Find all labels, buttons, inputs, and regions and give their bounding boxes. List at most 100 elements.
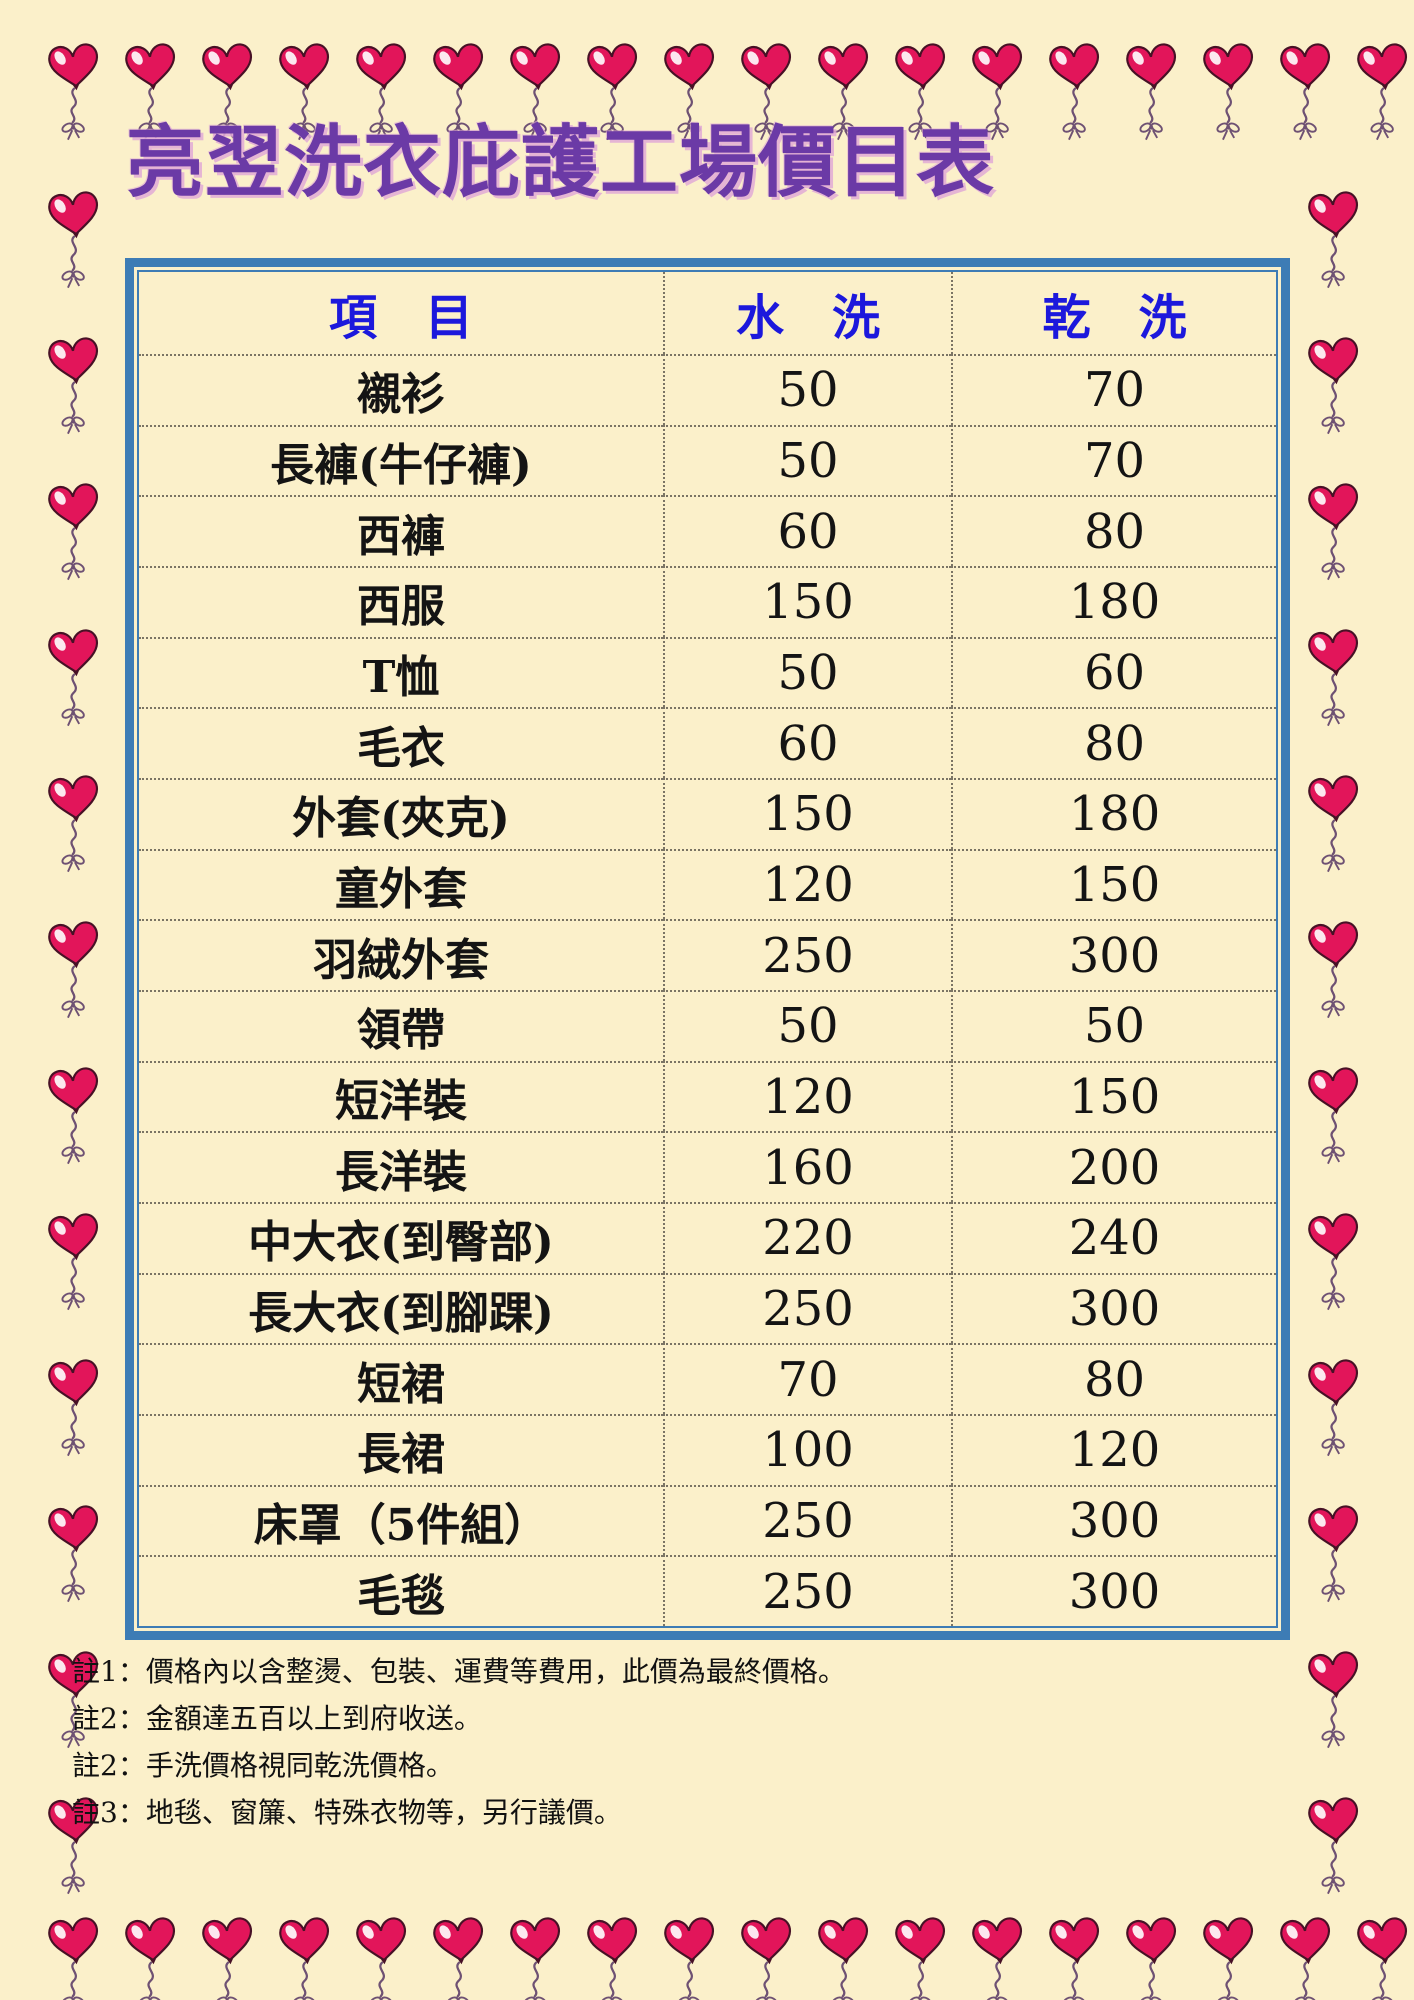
heart-balloon-icon [48, 1504, 100, 1606]
note-line: 註2：手洗價格視同乾洗價格。 [72, 1742, 846, 1789]
item-cell: 西褲 [139, 495, 663, 566]
dry-price-cell: 180 [951, 778, 1276, 849]
dry-price-cell: 50 [951, 990, 1276, 1061]
price-table: 項 目 水 洗 乾 洗 襯衫 50 70 長褲(牛仔褲) 50 70 西褲 60… [139, 272, 1276, 1626]
dry-price-cell: 200 [951, 1131, 1276, 1202]
wash-price-cell: 70 [663, 1343, 951, 1414]
dry-price-cell: 300 [951, 1485, 1276, 1556]
dry-price-cell: 60 [951, 637, 1276, 708]
heart-balloon-icon [818, 1916, 870, 2000]
heart-balloon-icon [48, 336, 100, 438]
heart-balloon-icon [510, 1916, 562, 2000]
dry-price-cell: 80 [951, 1343, 1276, 1414]
heart-balloon-icon [1280, 1916, 1332, 2000]
heart-balloon-icon [433, 1916, 485, 2000]
heart-balloon-icon [48, 1212, 100, 1314]
heart-balloon-icon [48, 190, 100, 292]
heart-balloon-icon [202, 1916, 254, 2000]
heart-balloon-icon [48, 920, 100, 1022]
note-line: 註2：金額達五百以上到府收送。 [72, 1695, 846, 1742]
item-cell: 羽絨外套 [139, 919, 663, 990]
heart-balloon-icon [1308, 1212, 1360, 1314]
heart-balloon-icon [1357, 1916, 1409, 2000]
dry-price-cell: 300 [951, 1273, 1276, 1344]
price-table-inner-frame: 項 目 水 洗 乾 洗 襯衫 50 70 長褲(牛仔褲) 50 70 西褲 60… [137, 270, 1278, 1628]
page-title: 亮翌洗衣庇護工場價目表 [126, 100, 995, 212]
heart-balloon-icon [1308, 482, 1360, 584]
item-cell: 毛衣 [139, 707, 663, 778]
heart-balloon-icon [1308, 1504, 1360, 1606]
item-cell: 短裙 [139, 1343, 663, 1414]
wash-price-cell: 220 [663, 1202, 951, 1273]
wash-price-cell: 160 [663, 1131, 951, 1202]
dry-price-cell: 180 [951, 566, 1276, 637]
note-line: 註1：價格內以含整燙、包裝、運費等費用，此價為最終價格。 [72, 1648, 846, 1695]
wash-price-cell: 250 [663, 919, 951, 990]
wash-price-cell: 250 [663, 1273, 951, 1344]
heart-balloon-icon [48, 774, 100, 876]
heart-balloon-icon [1049, 1916, 1101, 2000]
heart-balloon-icon [48, 42, 100, 144]
wash-price-cell: 150 [663, 778, 951, 849]
heart-balloon-icon [895, 1916, 947, 2000]
heart-balloon-icon [1308, 774, 1360, 876]
heart-balloon-icon [1308, 336, 1360, 438]
dry-price-cell: 150 [951, 1061, 1276, 1132]
heart-balloon-icon [1308, 1796, 1360, 1898]
note-line: 註3：地毯、窗簾、特殊衣物等，另行議價。 [72, 1789, 846, 1836]
wash-price-cell: 50 [663, 354, 951, 425]
item-cell: 長褲(牛仔褲) [139, 425, 663, 496]
dry-price-cell: 70 [951, 354, 1276, 425]
heart-balloon-icon [1126, 42, 1178, 144]
column-header-wash: 水 洗 [663, 272, 951, 354]
dry-price-cell: 150 [951, 849, 1276, 920]
item-cell: 毛毯 [139, 1555, 663, 1626]
heart-balloon-icon [1203, 42, 1255, 144]
heart-balloon-icon [1357, 42, 1409, 144]
heart-balloon-icon [664, 1916, 716, 2000]
wash-price-cell: 50 [663, 990, 951, 1061]
item-cell: 長大衣(到腳踝) [139, 1273, 663, 1344]
column-header-dry: 乾 洗 [951, 272, 1276, 354]
wash-price-cell: 120 [663, 849, 951, 920]
item-cell: 童外套 [139, 849, 663, 920]
heart-balloon-icon [1203, 1916, 1255, 2000]
price-table-frame: 項 目 水 洗 乾 洗 襯衫 50 70 長褲(牛仔褲) 50 70 西褲 60… [125, 258, 1290, 1640]
wash-price-cell: 150 [663, 566, 951, 637]
price-list-page: 亮翌洗衣庇護工場價目表 項 目 水 洗 乾 洗 襯衫 50 70 長褲(牛仔褲)… [0, 0, 1414, 2000]
heart-balloon-icon [48, 1066, 100, 1168]
wash-price-cell: 60 [663, 495, 951, 566]
item-cell: 床罩（5件組） [139, 1485, 663, 1556]
dry-price-cell: 120 [951, 1414, 1276, 1485]
wash-price-cell: 100 [663, 1414, 951, 1485]
dry-price-cell: 300 [951, 1555, 1276, 1626]
wash-price-cell: 60 [663, 707, 951, 778]
heart-balloon-icon [1308, 628, 1360, 730]
heart-balloon-icon [1280, 42, 1332, 144]
dry-price-cell: 80 [951, 495, 1276, 566]
item-cell: 長裙 [139, 1414, 663, 1485]
item-cell: 領帶 [139, 990, 663, 1061]
heart-balloon-icon [48, 482, 100, 584]
wash-price-cell: 250 [663, 1555, 951, 1626]
heart-balloon-icon [1308, 1650, 1360, 1752]
wash-price-cell: 120 [663, 1061, 951, 1132]
heart-balloon-icon [1308, 920, 1360, 1022]
heart-balloon-icon [48, 1358, 100, 1460]
item-cell: 短洋裝 [139, 1061, 663, 1132]
heart-balloon-icon [741, 1916, 793, 2000]
heart-balloon-icon [48, 1916, 100, 2000]
heart-balloon-icon [1308, 190, 1360, 292]
dry-price-cell: 240 [951, 1202, 1276, 1273]
heart-balloon-icon [279, 1916, 331, 2000]
wash-price-cell: 50 [663, 425, 951, 496]
item-cell: 中大衣(到臀部) [139, 1202, 663, 1273]
item-cell: 長洋裝 [139, 1131, 663, 1202]
heart-balloon-icon [48, 628, 100, 730]
wash-price-cell: 250 [663, 1485, 951, 1556]
dry-price-cell: 70 [951, 425, 1276, 496]
heart-balloon-icon [1126, 1916, 1178, 2000]
heart-balloon-icon [125, 1916, 177, 2000]
heart-balloon-icon [1049, 42, 1101, 144]
item-cell: 外套(夾克) [139, 778, 663, 849]
